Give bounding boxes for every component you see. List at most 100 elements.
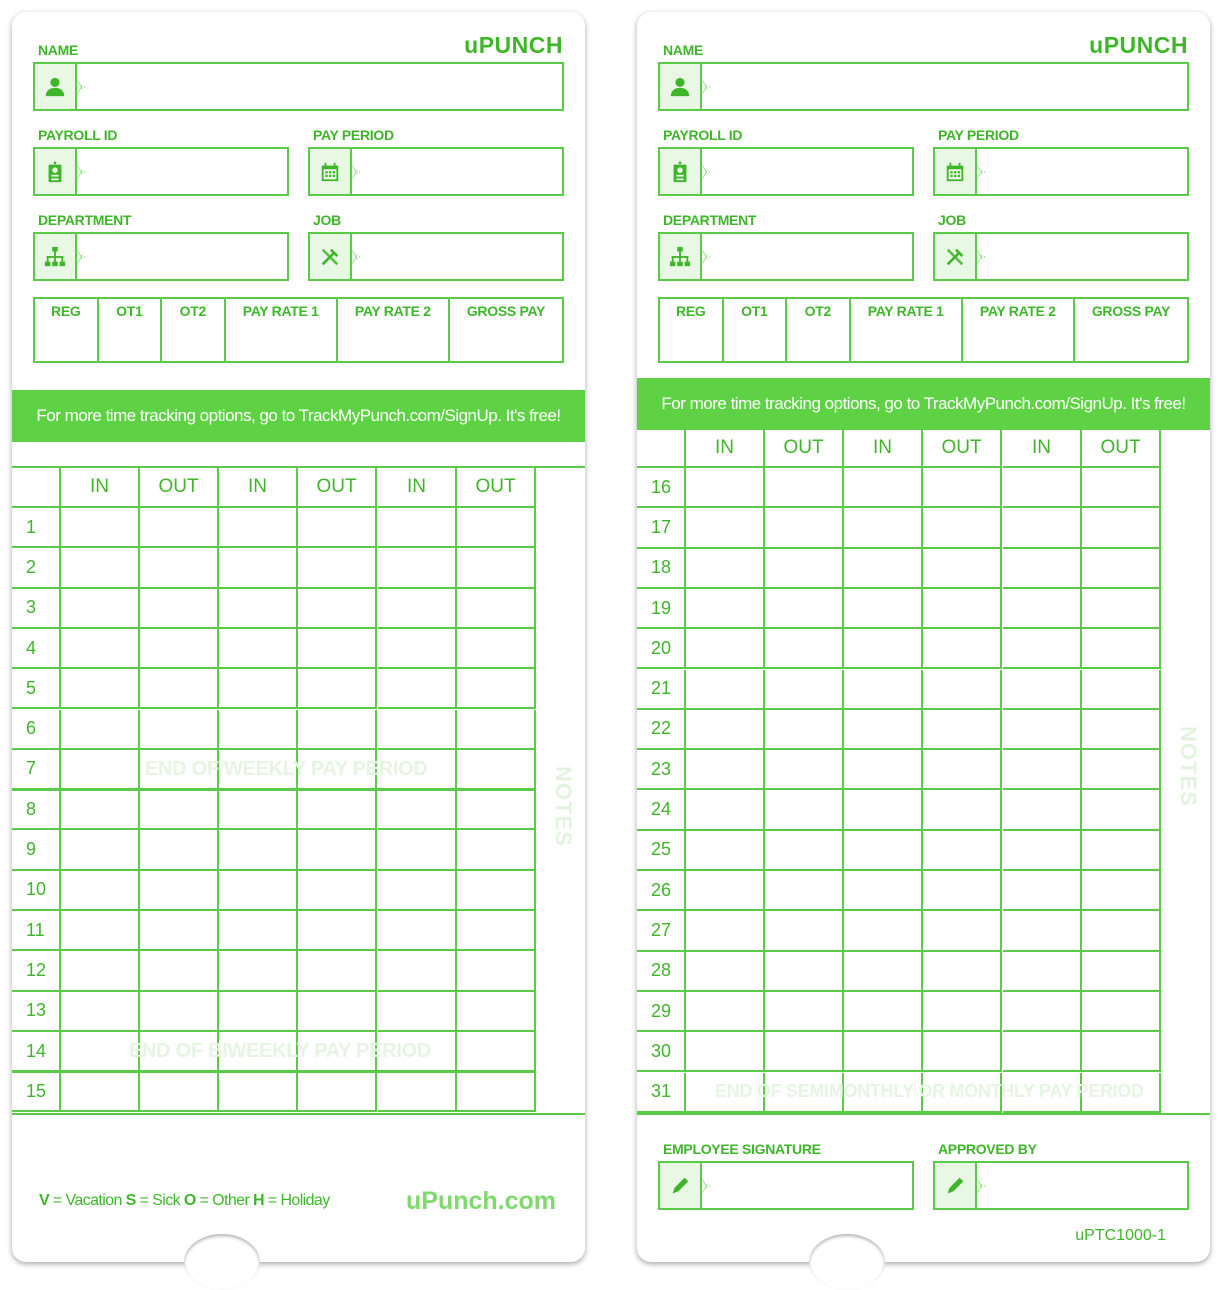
punch-cell[interactable] — [1082, 951, 1161, 992]
punch-cell[interactable] — [765, 548, 844, 589]
punch-cell[interactable] — [140, 790, 219, 831]
punch-cell[interactable] — [686, 951, 765, 992]
punch-cell[interactable] — [844, 1032, 923, 1073]
punch-cell[interactable] — [686, 871, 765, 912]
punch-cell[interactable] — [686, 629, 765, 670]
punch-cell[interactable] — [298, 1072, 377, 1113]
name-field[interactable] — [658, 62, 1189, 111]
punch-cell[interactable] — [219, 830, 298, 871]
punch-cell[interactable] — [1082, 911, 1161, 952]
punch-cell[interactable] — [686, 790, 765, 831]
punch-cell[interactable] — [1003, 709, 1082, 751]
punch-cell[interactable] — [457, 508, 536, 549]
punch-cell[interactable] — [1082, 790, 1161, 831]
punch-cell[interactable] — [1003, 790, 1082, 831]
pay-column-gross-pay[interactable]: GROSS PAY — [466, 303, 546, 319]
punch-cell[interactable] — [219, 548, 298, 589]
job-field[interactable] — [308, 232, 564, 281]
punch-cell[interactable] — [686, 830, 765, 871]
punch-cell[interactable] — [844, 669, 923, 710]
punch-cell[interactable] — [378, 951, 457, 992]
punch-cell[interactable] — [1003, 1032, 1082, 1073]
punch-cell[interactable] — [457, 790, 536, 831]
punch-cell[interactable] — [457, 991, 536, 1032]
punch-cell[interactable] — [765, 871, 844, 912]
punch-cell[interactable] — [140, 911, 219, 952]
punch-cell[interactable] — [378, 911, 457, 952]
payroll-id-field[interactable] — [658, 147, 914, 196]
punch-cell[interactable] — [457, 709, 536, 750]
punch-cell[interactable] — [923, 629, 1002, 670]
punch-cell[interactable] — [844, 548, 923, 589]
punch-cell[interactable] — [765, 830, 844, 871]
pay-period-field[interactable] — [308, 147, 564, 196]
punch-cell[interactable] — [1003, 871, 1082, 912]
punch-cell[interactable] — [457, 830, 536, 871]
punch-cell[interactable] — [1003, 508, 1082, 549]
job-field[interactable] — [933, 232, 1189, 281]
punch-cell[interactable] — [298, 709, 377, 750]
punch-cell[interactable] — [1082, 468, 1161, 509]
punch-cell[interactable] — [765, 911, 844, 952]
punch-cell[interactable] — [219, 951, 298, 992]
punch-cell[interactable] — [140, 588, 219, 629]
punch-cell[interactable] — [457, 628, 536, 670]
punch-cell[interactable] — [140, 548, 219, 589]
punch-cell[interactable] — [1082, 871, 1161, 912]
punch-cell[interactable] — [61, 628, 140, 670]
punch-cell[interactable] — [61, 951, 140, 992]
punch-cell[interactable] — [61, 830, 140, 871]
pay-column-pay-rate-1[interactable]: PAY RATE 1 — [851, 299, 963, 361]
punch-cell[interactable] — [61, 588, 140, 629]
punch-cell[interactable] — [923, 669, 1002, 710]
punch-cell[interactable] — [1082, 1032, 1161, 1073]
pay-column-pay-rate-1[interactable]: PAY RATE 1 — [226, 299, 338, 361]
punch-cell[interactable] — [1082, 709, 1161, 751]
punch-cell[interactable] — [298, 790, 377, 831]
punch-cell[interactable] — [61, 749, 140, 791]
pay-column-ot2[interactable]: OT2 — [787, 299, 851, 361]
pay-column-reg[interactable]: REG — [35, 299, 99, 361]
punch-cell[interactable] — [844, 709, 923, 751]
punch-cell[interactable] — [61, 991, 140, 1032]
employee-signature-field[interactable] — [658, 1161, 914, 1210]
punch-cell[interactable] — [457, 951, 536, 992]
punch-cell[interactable] — [298, 870, 377, 911]
punch-cell[interactable] — [457, 669, 536, 710]
punch-cell[interactable] — [457, 548, 536, 589]
punch-cell[interactable] — [298, 669, 377, 710]
punch-cell[interactable] — [686, 991, 765, 1033]
punch-cell[interactable] — [765, 709, 844, 751]
punch-cell[interactable] — [765, 951, 844, 992]
punch-cell[interactable] — [923, 508, 1002, 549]
punch-cell[interactable] — [1003, 750, 1082, 791]
punch-cell[interactable] — [140, 669, 219, 710]
punch-cell[interactable] — [1082, 991, 1161, 1033]
punch-cell[interactable] — [1082, 629, 1161, 670]
punch-cell[interactable] — [140, 991, 219, 1032]
punch-cell[interactable] — [219, 790, 298, 831]
punch-cell[interactable] — [219, 669, 298, 710]
department-field[interactable] — [33, 232, 289, 281]
punch-cell[interactable] — [219, 508, 298, 549]
punch-cell[interactable] — [378, 548, 457, 589]
punch-cell[interactable] — [923, 951, 1002, 992]
punch-cell[interactable] — [140, 628, 219, 670]
promo-banner[interactable]: For more time tracking options, go to Tr… — [637, 378, 1210, 430]
punch-cell[interactable] — [844, 750, 923, 791]
pay-column-ot1[interactable]: OT1 — [724, 299, 788, 361]
punch-cell[interactable] — [1003, 951, 1082, 992]
punch-cell[interactable] — [219, 991, 298, 1032]
punch-cell[interactable] — [1003, 588, 1082, 630]
punch-cell[interactable] — [1003, 911, 1082, 952]
punch-cell[interactable] — [923, 1032, 1002, 1073]
punch-cell[interactable] — [378, 588, 457, 629]
punch-cell[interactable] — [1003, 548, 1082, 589]
punch-cell[interactable] — [219, 709, 298, 750]
punch-cell[interactable] — [765, 508, 844, 549]
punch-cell[interactable] — [378, 830, 457, 871]
punch-cell[interactable] — [686, 1072, 765, 1113]
punch-cell[interactable] — [219, 911, 298, 952]
punch-cell[interactable] — [140, 830, 219, 871]
punch-cell[interactable] — [1082, 588, 1161, 630]
